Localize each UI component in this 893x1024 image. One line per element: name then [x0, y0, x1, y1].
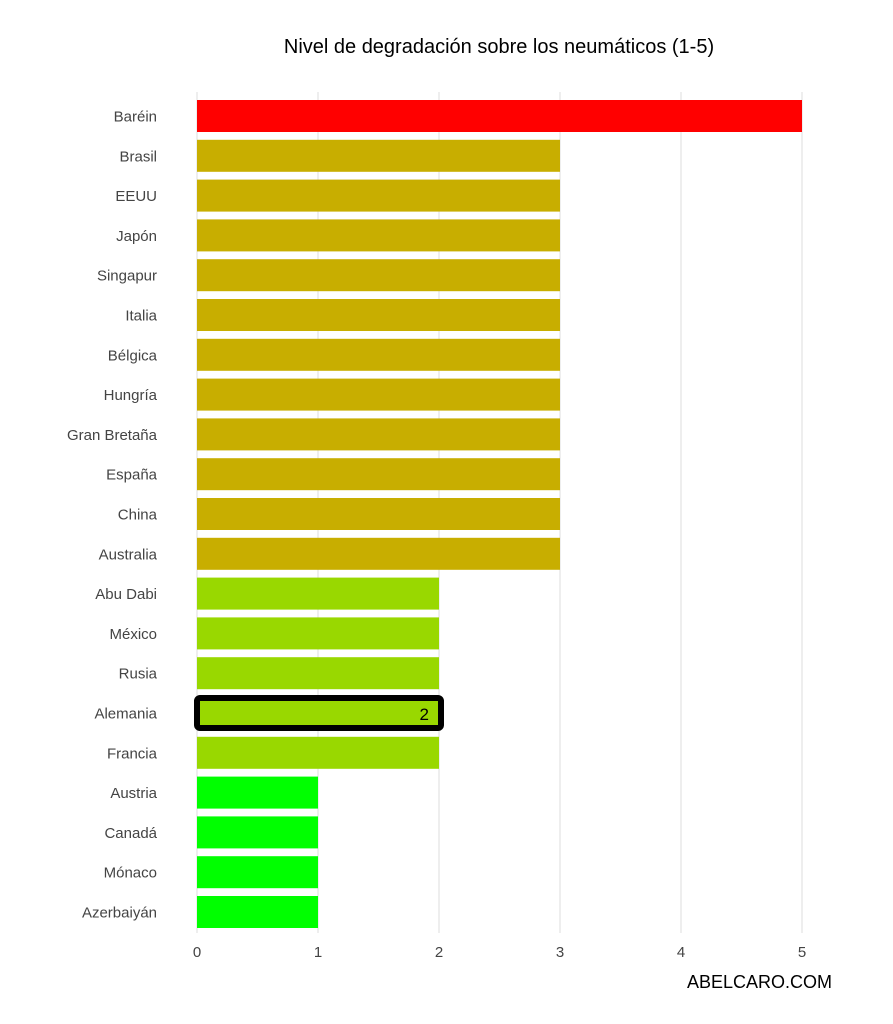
- category-label: EEUU: [115, 188, 157, 205]
- bar: [197, 458, 560, 491]
- bar: [197, 100, 802, 132]
- category-label: Rusia: [119, 666, 158, 683]
- category-label: Bélgica: [108, 347, 158, 364]
- bar: [197, 856, 318, 889]
- x-tick-label: 0: [193, 944, 201, 961]
- category-label: Abu Dabi: [95, 586, 157, 603]
- bar: [197, 577, 439, 610]
- bar: [197, 139, 560, 172]
- category-label: Japón: [116, 228, 157, 245]
- bar: [197, 896, 318, 928]
- category-label: Francia: [107, 745, 158, 762]
- category-label: México: [109, 626, 157, 643]
- category-label: España: [106, 467, 158, 484]
- bar: [197, 617, 439, 650]
- category-label: Alemania: [94, 706, 157, 723]
- category-label: Azerbaiyán: [82, 905, 157, 922]
- category-labels: Baréin Brasil EEUU Japón Singapur Italia Bélgi…: [67, 109, 158, 922]
- category-label: Italia: [125, 308, 157, 325]
- x-tick-label: 5: [798, 944, 806, 961]
- x-tick-label: 4: [677, 944, 685, 961]
- bar: [197, 299, 560, 331]
- category-label: Baréin: [114, 109, 157, 126]
- category-label: Brasil: [119, 148, 157, 165]
- category-label: Mónaco: [104, 865, 157, 882]
- category-label: Canadá: [104, 825, 157, 842]
- bar: [197, 418, 560, 451]
- bar: [197, 378, 560, 411]
- bar: [197, 338, 560, 371]
- x-tick-label: 1: [314, 944, 322, 961]
- watermark-text: ABELCARO.COM: [686, 972, 832, 992]
- bar: [197, 736, 439, 769]
- bar: [197, 816, 318, 849]
- bar: [197, 657, 439, 690]
- category-label: Australia: [99, 546, 158, 563]
- x-axis-ticks: 0 1 2 3 4 5: [193, 944, 806, 961]
- bar: [197, 776, 318, 809]
- data-label: 2: [420, 705, 429, 724]
- bar: [197, 179, 560, 212]
- x-tick-label: 3: [556, 944, 564, 961]
- bar: [197, 219, 560, 252]
- chart-title: Nivel de degradación sobre los neumático…: [283, 36, 715, 58]
- highlight: 2: [194, 695, 444, 731]
- bar: [197, 259, 560, 292]
- x-tick-label: 2: [435, 944, 443, 961]
- category-label: China: [118, 507, 158, 524]
- bar: [197, 537, 560, 570]
- category-label: Austria: [110, 785, 157, 802]
- bars: [197, 100, 802, 928]
- category-label: Gran Bretaña: [67, 427, 158, 444]
- highlight-box: [194, 695, 444, 731]
- bar: [197, 697, 439, 729]
- category-label: Singapur: [97, 268, 157, 285]
- category-label: Hungría: [104, 387, 158, 404]
- bar: [197, 498, 560, 530]
